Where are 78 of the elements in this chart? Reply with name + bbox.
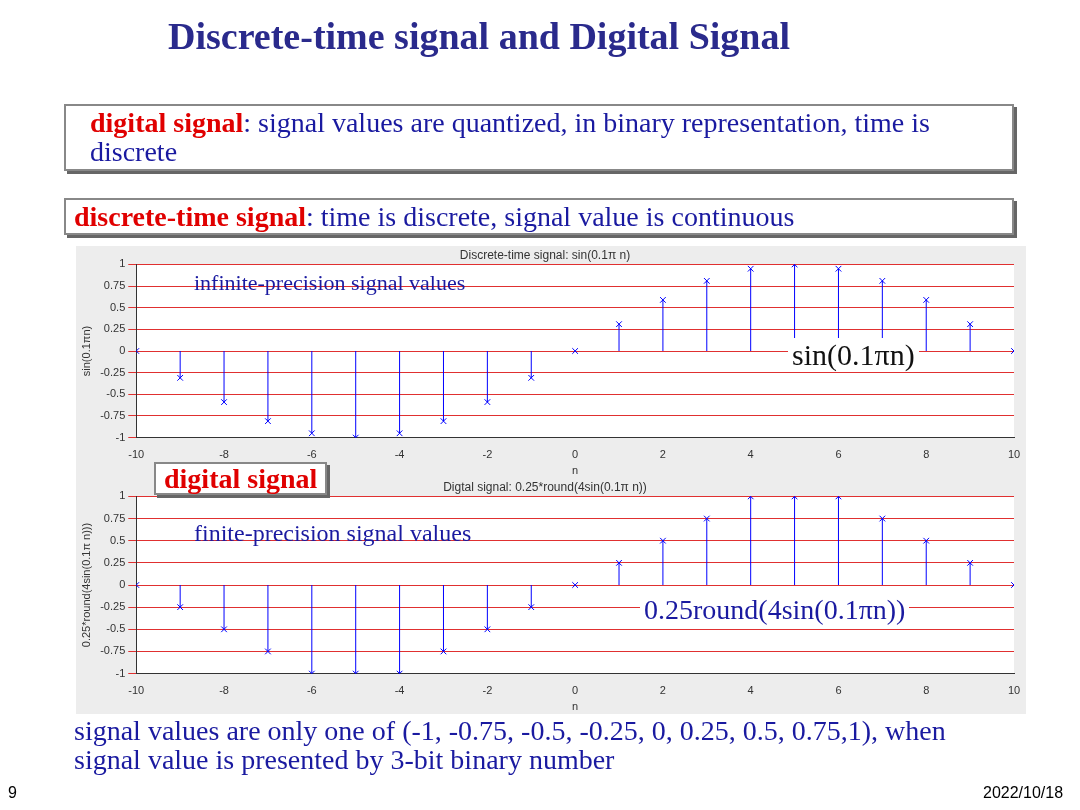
point <box>527 374 535 382</box>
y-tick-label: 0 <box>119 344 126 357</box>
x-tick-label: 8 <box>923 448 930 461</box>
x-tick-label: -6 <box>306 684 317 697</box>
y-tick-label: 0 <box>119 578 126 591</box>
x-tick-label: 6 <box>835 684 842 697</box>
y-tick-label: -0.75 <box>100 408 126 421</box>
y-tick-label: -1 <box>115 430 126 443</box>
y-tick-label: -0.5 <box>106 622 126 635</box>
point <box>659 537 667 545</box>
point <box>747 265 755 273</box>
x-tick-label: 10 <box>1007 684 1021 697</box>
point <box>396 429 403 437</box>
x-tick-label: 0 <box>572 684 579 697</box>
point <box>220 625 228 633</box>
x-tick-label: 6 <box>835 448 842 461</box>
point <box>615 320 623 328</box>
y-tick-label: -0.25 <box>100 365 126 378</box>
chart-title: Digtal signal: 0.25*round(4sin(0.1π n)) <box>443 479 647 494</box>
x-tick-label: -6 <box>306 448 317 461</box>
x-tick-label: -4 <box>394 448 405 461</box>
point <box>527 603 535 611</box>
point <box>703 515 711 522</box>
x-tick-label: -2 <box>482 448 493 461</box>
y-tick-label: 0.25 <box>103 555 126 568</box>
y-tick-label: -0.5 <box>106 387 126 400</box>
point <box>176 374 184 382</box>
point <box>922 537 930 545</box>
y-tick-label: 1 <box>119 257 126 270</box>
y-tick-label: -0.75 <box>100 644 126 657</box>
annotation: sin(0.1πn) <box>788 338 919 372</box>
y-tick-label: -0.25 <box>100 600 126 613</box>
text: digital signal <box>164 463 318 494</box>
y-tick-label: 0.5 <box>109 300 126 313</box>
x-axis-title: n <box>572 700 579 713</box>
point <box>835 265 842 273</box>
point <box>922 296 930 304</box>
x-tick-label: 4 <box>747 448 754 461</box>
annotation: finite-precision signal values <box>194 520 472 547</box>
x-tick-label: -8 <box>219 448 229 461</box>
text: signal values are only one of (-1, -0.75, -0.5, -0.25, 0, 0.25, 0.5, 0.75,1), when signal value is presented by 3-bit binary number <box>74 715 947 776</box>
point <box>879 515 886 522</box>
x-tick-label: -2 <box>482 684 493 697</box>
x-tick-label: 2 <box>659 684 666 697</box>
text: discrete-time signal: time is discrete, signal value is continuous <box>74 201 795 232</box>
text: digital signal: signal values are quantized, in binary representation, time is discrete <box>90 107 930 168</box>
x-tick-label: -10 <box>128 684 145 697</box>
point <box>264 648 272 655</box>
point <box>879 277 886 285</box>
text: 9 <box>8 784 17 802</box>
x-tick-label: 0 <box>572 448 579 461</box>
x-tick-label: -8 <box>219 684 229 697</box>
x-tick-label: -4 <box>394 684 405 697</box>
point <box>484 625 491 633</box>
y-tick-label: 0.75 <box>103 279 126 292</box>
x-axis-title: n <box>572 464 579 477</box>
x-tick-label: 2 <box>659 448 666 461</box>
y-axis-title: 0.25*round(4sin(0.1π n))) <box>79 522 92 648</box>
x-tick-label: 4 <box>747 684 754 697</box>
y-tick-label: 0.75 <box>103 511 126 524</box>
annotation: 0.25round(4sin(0.1πn)) <box>640 594 910 626</box>
x-tick-label: 8 <box>923 684 930 697</box>
point <box>703 277 711 285</box>
y-tick-label: 0.5 <box>109 533 126 546</box>
chart-title: Discrete-time signal: sin(0.1π n) <box>459 247 631 262</box>
text: 2022/10/18 <box>983 784 1064 802</box>
y-axis-title: sin(0.1πn) <box>79 325 92 377</box>
point <box>615 559 623 567</box>
point <box>308 429 316 437</box>
point <box>484 398 491 406</box>
y-tick-label: 0.25 <box>103 322 126 335</box>
y-tick-label: -1 <box>115 666 126 679</box>
point <box>440 417 447 425</box>
point <box>176 603 184 611</box>
x-tick-label: -10 <box>128 448 145 461</box>
x-tick-label: 10 <box>1007 448 1021 461</box>
y-tick-label: 1 <box>119 489 126 502</box>
text: Discrete-time signal and Digital Signal <box>168 14 791 58</box>
